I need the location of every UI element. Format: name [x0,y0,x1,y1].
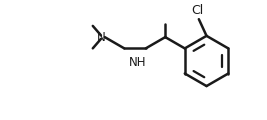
Text: N: N [97,31,105,44]
Text: Cl: Cl [191,4,204,17]
Text: NH: NH [129,56,147,69]
